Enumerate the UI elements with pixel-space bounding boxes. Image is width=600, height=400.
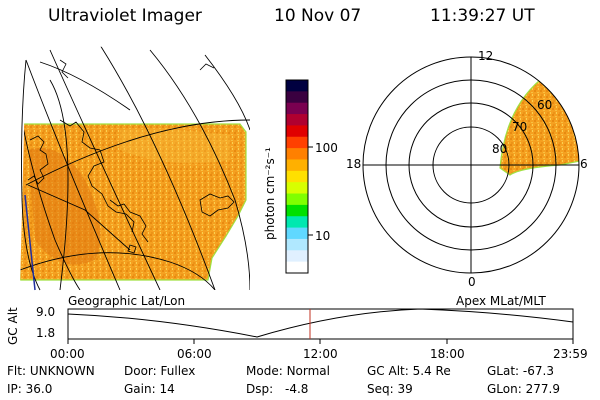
seq-value: 39 <box>397 382 413 396</box>
xtick-2359: 23:59 <box>553 347 588 361</box>
colorbar-stripe <box>286 250 308 263</box>
flt-value: UNKNOWN <box>29 364 95 378</box>
altitude-curve <box>67 308 574 338</box>
xtick-0600: 06:00 <box>177 347 212 361</box>
mode-label: Mode: <box>246 364 283 378</box>
terminator-line <box>24 194 36 291</box>
door-value: Fullex <box>160 364 196 378</box>
mlat-label-70: 70 <box>512 120 528 134</box>
altitude-ytick-9: 9.0 <box>36 305 56 319</box>
colorbar-stripe <box>286 182 308 195</box>
glat-field: GLat: -67.3 <box>487 364 554 378</box>
glat-label: GLat: <box>487 364 520 378</box>
colorbar-stripe <box>286 114 308 126</box>
colorbar-tick-100: 100 <box>315 141 338 155</box>
colorbar-stripe <box>286 238 308 251</box>
altitude-ytick-1-8: 1.8 <box>36 326 56 340</box>
xtick-0000: 00:00 <box>50 347 85 361</box>
colorbar-unit-label: photon cm⁻²s⁻¹ <box>263 147 277 240</box>
ip-field: IP: 36.0 <box>7 382 52 396</box>
glon-label: GLon: <box>487 382 522 396</box>
geographic-map <box>20 46 250 291</box>
seq-field: Seq: 39 <box>367 382 413 396</box>
flt-label: Flt: <box>7 364 26 378</box>
colorbar-stripe <box>286 216 308 229</box>
colorbar-stripe <box>286 159 308 172</box>
ip-value: 36.0 <box>25 382 53 396</box>
colorbar-stripe <box>286 148 308 160</box>
mode-value: Normal <box>286 364 330 378</box>
instrument-title: Ultraviolet Imager <box>48 6 202 26</box>
colorbar-stripe <box>286 125 308 138</box>
xtick-1200: 12:00 <box>303 347 338 361</box>
right-map-caption: Apex MLat/MLT <box>456 294 546 308</box>
mlt-label-12: 12 <box>478 49 494 63</box>
colorbar-stripe <box>286 227 308 240</box>
glon-value: 277.9 <box>525 382 560 396</box>
colorbar-stripe <box>286 80 308 92</box>
seq-label: Seq: <box>367 382 394 396</box>
colorbar-stripe <box>286 170 308 183</box>
colorbar-stripe <box>286 193 308 206</box>
ip-label: IP: <box>7 382 22 396</box>
date-label: 10 Nov 07 <box>274 6 362 26</box>
colorbar <box>285 79 313 274</box>
gcalt-field: GC Alt: 5.4 Re <box>367 364 451 378</box>
time-label: 11:39:27 UT <box>430 6 535 26</box>
glat-value: -67.3 <box>522 364 554 378</box>
altitude-plot <box>67 308 574 344</box>
colorbar-tick-10: 10 <box>315 229 331 243</box>
emission-hotspot-2 <box>120 129 230 164</box>
gain-value: 14 <box>159 382 175 396</box>
flt-field: Flt: UNKNOWN <box>7 364 95 378</box>
dsp-field: Dsp: -4.8 <box>246 382 308 396</box>
mlat-label-60: 60 <box>537 98 553 112</box>
xtick-1800: 18:00 <box>430 347 465 361</box>
left-map-caption: Geographic Lat/Lon <box>68 294 186 308</box>
door-label: Door: <box>124 364 157 378</box>
dsp-label: Dsp: <box>246 382 274 396</box>
gain-label: Gain: <box>124 382 156 396</box>
glon-field: GLon: 277.9 <box>487 382 560 396</box>
mlt-label-0: 0 <box>468 275 476 289</box>
lat-lon-grid <box>20 46 250 290</box>
mlt-label-18: 18 <box>346 157 362 171</box>
mode-field: Mode: Normal <box>246 364 330 378</box>
colorbar-stripe <box>286 204 308 217</box>
colorbar-stripe <box>286 102 308 115</box>
gcalt-label: GC Alt: <box>367 364 409 378</box>
mlat-label-80: 80 <box>492 142 508 156</box>
coastlines <box>27 59 235 254</box>
colorbar-stripe <box>286 136 308 149</box>
door-field: Door: Fullex <box>124 364 195 378</box>
gcalt-value: 5.4 Re <box>412 364 451 378</box>
dsp-value: -4.8 <box>284 382 309 396</box>
polar-plot <box>362 56 580 274</box>
gain-field: Gain: 14 <box>124 382 175 396</box>
altitude-ylabel: GC Alt <box>6 307 20 345</box>
colorbar-stripe <box>286 91 308 104</box>
colorbar-stripe <box>286 261 308 274</box>
emission-hotspot <box>28 148 101 265</box>
mlt-label-6: 6 <box>580 157 588 171</box>
